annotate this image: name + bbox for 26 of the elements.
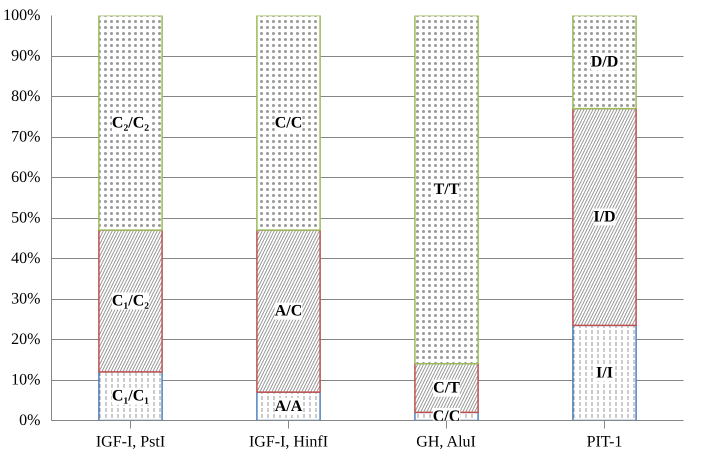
y-tick-label: 100% xyxy=(3,7,40,24)
x-tick-label: IGF-I, PstI xyxy=(96,434,166,450)
data-label: A/C xyxy=(274,302,302,320)
y-tick-label: 10% xyxy=(11,372,40,388)
y-tick-label: 0% xyxy=(19,412,40,429)
y-tick-label: 80% xyxy=(11,88,40,105)
data-label: C₁/C₁ xyxy=(112,388,150,405)
x-tick-label: IGF-I, HinfI xyxy=(248,434,328,450)
x-tick-label: PIT-1 xyxy=(586,434,622,450)
data-label: C₁/C₂ xyxy=(112,292,150,310)
y-tick-label: 90% xyxy=(11,48,40,64)
y-tick-label: 70% xyxy=(11,128,40,146)
y-tick-label: 30% xyxy=(11,290,40,308)
y-tick-label: 20% xyxy=(11,331,40,348)
data-label: A/A xyxy=(274,398,303,415)
y-tick-label: 40% xyxy=(11,250,40,267)
data-label: D/D xyxy=(590,54,618,71)
y-tick-label: 50% xyxy=(11,210,40,226)
data-label: C₂/C₂ xyxy=(112,114,150,132)
x-tick-label: GH, AluI xyxy=(416,434,476,450)
data-label: T/T xyxy=(434,181,460,198)
data-label: C/C xyxy=(274,114,302,132)
data-label: I/I xyxy=(596,364,613,382)
data-label: C/T xyxy=(433,380,460,397)
y-tick-label: 60% xyxy=(11,169,40,186)
data-label: I/D xyxy=(593,208,616,226)
